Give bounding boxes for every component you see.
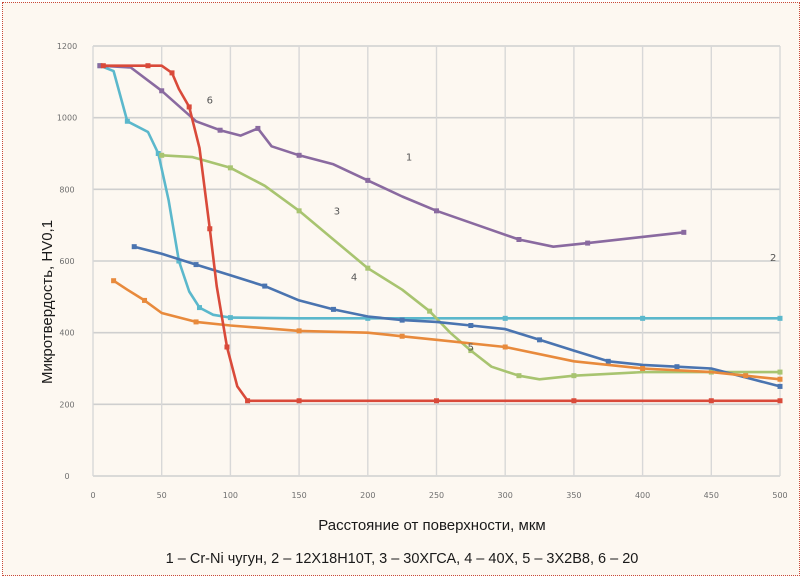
data-point-5 (640, 366, 646, 371)
data-point-5 (296, 328, 302, 334)
data-point-1 (365, 177, 371, 183)
series-line-2 (98, 64, 782, 320)
x-tick-label: 150 (291, 491, 306, 500)
data-point-3 (227, 165, 233, 171)
x-tick-label: 100 (223, 491, 238, 500)
series-line-6 (102, 64, 782, 403)
data-point-1 (217, 127, 223, 133)
x-tick-label: 500 (772, 491, 787, 500)
series-label-2: 2 (770, 253, 776, 264)
data-point-2 (365, 315, 371, 321)
y-tick-label: 400 (59, 329, 74, 338)
data-point-5 (399, 333, 405, 339)
data-point-5 (502, 344, 508, 350)
data-point-5 (743, 373, 749, 379)
series-line-4 (132, 245, 782, 388)
data-point-4 (330, 306, 336, 312)
legend-note: 1 – Cr-Ni чугун, 2 – 12Х18Н10Т, 3 – 30ХГ… (166, 551, 639, 567)
data-point-5 (142, 297, 148, 303)
x-tick-label: 50 (157, 491, 167, 500)
data-point-3 (777, 369, 783, 375)
data-point-3 (468, 348, 474, 354)
x-tick-label: 350 (566, 491, 581, 500)
series-label-4: 4 (351, 273, 357, 284)
data-point-4 (605, 358, 611, 364)
data-point-4 (468, 323, 474, 328)
series-line-5 (112, 279, 782, 381)
series-group (97, 63, 783, 404)
data-point-4 (262, 283, 268, 289)
y-tick-label: 0 (64, 472, 69, 481)
data-point-1 (585, 240, 591, 246)
series-line-1 (98, 64, 686, 248)
data-point-1 (434, 208, 439, 214)
x-tick-label: 400 (635, 491, 650, 500)
data-point-3 (427, 308, 433, 314)
series-label-5: 5 (468, 343, 474, 354)
x-axis-label: Расстояние от поверхности, мкм (318, 517, 545, 534)
x-tick-label: 300 (498, 491, 513, 500)
data-point-6 (145, 63, 151, 69)
x-tick-label: 0 (90, 491, 95, 500)
y-tick-label: 1000 (57, 114, 77, 123)
data-point-3 (571, 373, 577, 379)
tick-labels: 0 200 400 600 800 1000 1200 0 50 100 150 200 250 300 3… (57, 42, 788, 500)
y-tick-label: 800 (59, 185, 74, 194)
data-point-6 (169, 70, 175, 76)
data-point-2 (502, 315, 508, 321)
data-point-6 (296, 398, 302, 404)
data-point-3 (296, 208, 302, 214)
data-point-6 (224, 344, 230, 350)
data-point-4 (131, 244, 137, 250)
data-point-1 (681, 229, 687, 235)
y-tick-label: 200 (59, 400, 74, 409)
data-point-6 (571, 398, 577, 404)
data-point-1 (97, 63, 103, 69)
data-point-2 (640, 315, 646, 321)
data-point-6 (207, 226, 213, 232)
series-label-1: 1 (406, 153, 412, 164)
data-point-6 (434, 398, 439, 404)
data-point-5 (111, 278, 117, 284)
x-tick-label: 200 (360, 491, 375, 500)
data-point-6 (777, 398, 783, 404)
data-point-4 (674, 364, 680, 370)
data-point-4 (537, 337, 543, 343)
data-point-1 (516, 237, 522, 242)
data-point-6 (245, 398, 251, 404)
series-labels: 2 3 4 5 1 6 (207, 95, 777, 353)
data-point-3 (365, 265, 371, 271)
data-point-4 (777, 383, 783, 389)
data-point-3 (159, 152, 165, 158)
data-point-2 (155, 151, 161, 156)
data-point-4 (193, 262, 199, 268)
data-point-6 (708, 398, 714, 404)
y-tick-label: 600 (59, 257, 74, 266)
data-point-2 (196, 305, 202, 311)
data-point-2 (176, 258, 182, 264)
series-label-6: 6 (207, 95, 213, 106)
grid (92, 45, 781, 477)
data-point-3 (516, 373, 522, 379)
y-axis-label: Микротвердость, HV0,1 (39, 220, 56, 384)
data-point-6 (186, 104, 192, 110)
data-point-5 (193, 319, 199, 325)
data-point-1 (255, 125, 261, 131)
data-point-2 (227, 315, 233, 321)
data-point-2 (777, 315, 783, 321)
x-tick-label: 450 (704, 491, 719, 500)
x-tick-label: 250 (429, 491, 444, 500)
series-label-3: 3 (334, 206, 340, 217)
data-point-5 (777, 376, 783, 382)
data-point-1 (159, 88, 165, 94)
data-point-6 (100, 63, 106, 69)
data-point-4 (399, 317, 405, 323)
data-point-2 (124, 118, 130, 124)
y-tick-label: 1200 (57, 42, 77, 51)
data-point-1 (296, 152, 302, 158)
